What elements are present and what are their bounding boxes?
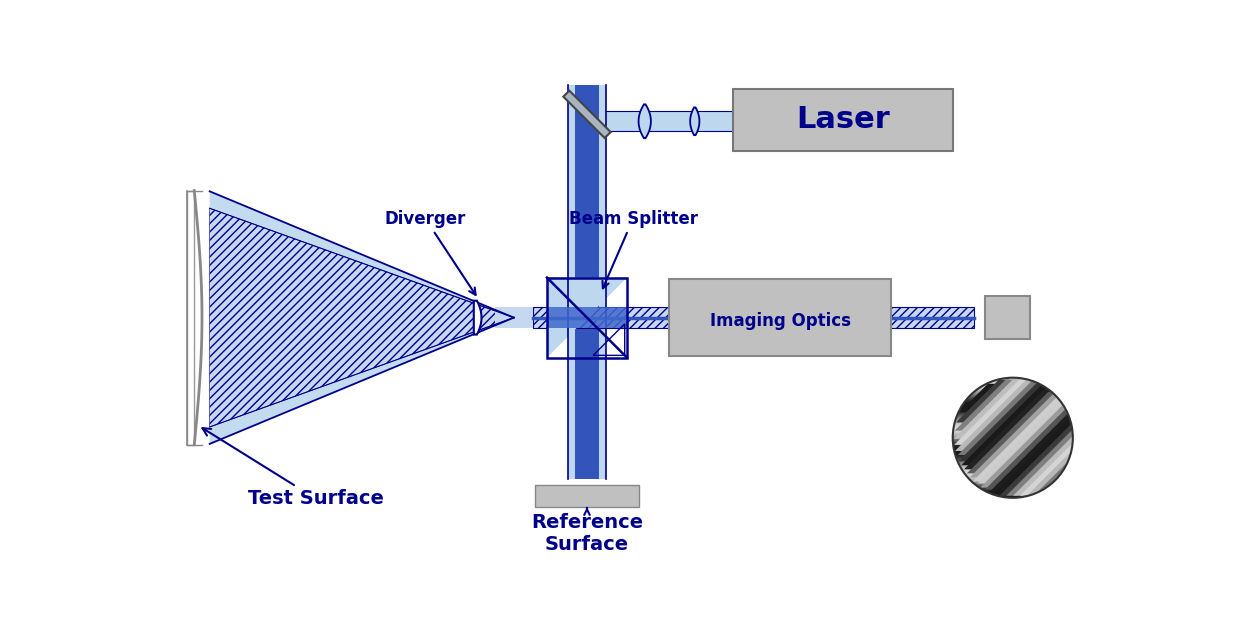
FancyBboxPatch shape [734, 89, 953, 150]
FancyBboxPatch shape [495, 307, 533, 329]
Text: Beam Splitter: Beam Splitter [568, 210, 697, 288]
Polygon shape [690, 107, 700, 135]
Polygon shape [985, 410, 1075, 490]
Text: Laser: Laser [796, 106, 890, 134]
FancyBboxPatch shape [985, 296, 1029, 339]
Polygon shape [955, 380, 1017, 430]
Polygon shape [959, 384, 999, 412]
Polygon shape [563, 90, 611, 138]
Polygon shape [957, 380, 1009, 422]
Polygon shape [1013, 437, 1083, 495]
FancyBboxPatch shape [606, 111, 734, 131]
Polygon shape [954, 380, 1023, 439]
Polygon shape [994, 420, 1079, 494]
Polygon shape [547, 277, 627, 358]
Polygon shape [958, 382, 1042, 455]
FancyBboxPatch shape [547, 307, 627, 329]
Polygon shape [1038, 463, 1077, 492]
FancyBboxPatch shape [670, 279, 891, 356]
FancyBboxPatch shape [576, 85, 598, 479]
Text: Diverger: Diverger [384, 210, 476, 295]
FancyBboxPatch shape [567, 85, 606, 479]
Polygon shape [955, 380, 1037, 451]
Polygon shape [978, 402, 1069, 483]
Text: Reference
Surface: Reference Surface [531, 513, 644, 554]
Polygon shape [209, 209, 513, 427]
Text: Imaging Optics: Imaging Optics [710, 312, 851, 331]
FancyBboxPatch shape [536, 485, 639, 507]
Text: Test Surface: Test Surface [203, 428, 384, 508]
Polygon shape [959, 384, 1047, 461]
Polygon shape [973, 398, 1067, 482]
Polygon shape [1007, 430, 1082, 495]
Polygon shape [639, 104, 651, 138]
Polygon shape [964, 388, 1057, 470]
Polygon shape [990, 415, 1078, 492]
Polygon shape [1027, 453, 1080, 495]
Polygon shape [954, 380, 1030, 445]
Polygon shape [1020, 445, 1082, 495]
Polygon shape [980, 406, 1072, 488]
Polygon shape [962, 386, 1052, 465]
FancyBboxPatch shape [187, 191, 194, 445]
Polygon shape [209, 191, 513, 444]
Polygon shape [999, 425, 1082, 495]
Circle shape [953, 378, 1073, 498]
Polygon shape [967, 392, 1059, 473]
Polygon shape [533, 307, 974, 329]
Polygon shape [473, 301, 482, 334]
Polygon shape [969, 394, 1064, 477]
